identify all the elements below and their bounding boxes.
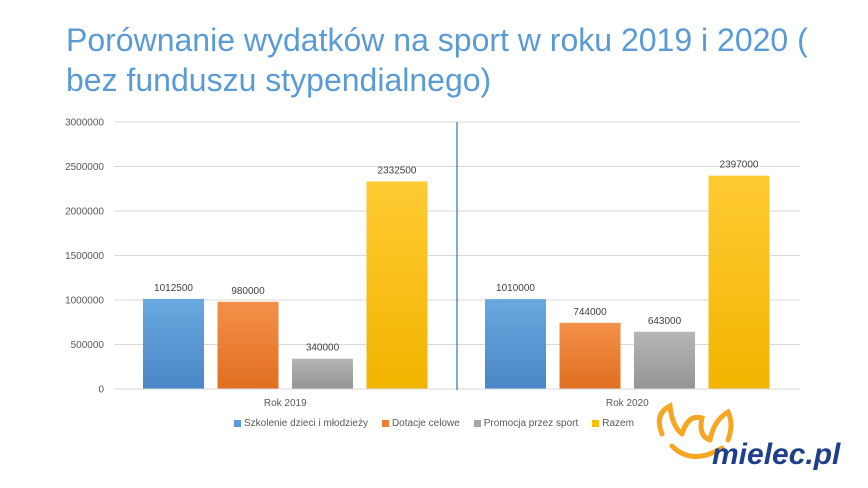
- data-label: 340000: [306, 343, 340, 354]
- data-label: 1010000: [496, 283, 535, 294]
- legend-swatch: [592, 420, 600, 427]
- chart-title: Porównanie wydatków na sport w roku 2019…: [66, 22, 808, 98]
- legend-swatch: [381, 420, 389, 427]
- legend-label: Szkolenie dzieci i młodzieży: [244, 418, 368, 429]
- data-label: 643000: [648, 316, 682, 327]
- bar: [292, 358, 353, 389]
- y-tick-label: 500000: [71, 340, 105, 351]
- data-label: 980000: [231, 286, 265, 297]
- legend-label: Dotacje celowe: [391, 418, 460, 429]
- logo-text: mielec.pl: [712, 438, 841, 471]
- y-tick-label: 0: [98, 385, 104, 396]
- x-category-label: Rok 2019: [264, 398, 307, 409]
- data-label: 744000: [573, 307, 607, 318]
- legend-swatch: [473, 420, 481, 427]
- bar: [366, 181, 428, 389]
- chart-legend: Szkolenie dzieci i młodzieży Dotacje celo…: [234, 418, 634, 429]
- legend-item: Promocja przez sport: [473, 418, 579, 429]
- bar: [143, 298, 204, 389]
- legend-item: Razem: [592, 418, 634, 429]
- legend-label: Razem: [602, 418, 634, 429]
- bar: [634, 331, 695, 389]
- legend-swatch: [234, 420, 241, 427]
- legend-item: Dotacje celowe: [381, 418, 460, 429]
- bar: [217, 301, 279, 389]
- x-axis: Rok 2019 Rok 2020: [114, 122, 800, 409]
- y-tick-label: 1500000: [65, 251, 104, 262]
- legend-label: Promocja przez sport: [483, 418, 579, 429]
- legend-item: Szkolenie dzieci i młodzieży: [234, 418, 368, 429]
- data-label: 1012500: [154, 283, 193, 294]
- bar: [559, 322, 621, 389]
- bar: [708, 175, 770, 389]
- data-label: 2397000: [720, 160, 759, 171]
- y-tick-label: 2000000: [65, 207, 104, 218]
- bars: 1012500 980000 340000 2332500 1010000 744000 6…: [143, 160, 770, 389]
- y-tick-label: 3000000: [65, 118, 104, 129]
- y-axis: 0 500000 1000000 1500000 2000000 2500000 30000…: [65, 118, 104, 396]
- x-category-label: Rok 2020: [606, 398, 649, 409]
- y-tick-label: 1000000: [65, 296, 104, 307]
- logo-mark: [656, 402, 734, 459]
- mielec-logo: mielec.pl: [656, 402, 841, 471]
- y-tick-label: 2500000: [65, 162, 104, 173]
- data-label: 2332500: [378, 165, 417, 176]
- bar: [485, 299, 546, 389]
